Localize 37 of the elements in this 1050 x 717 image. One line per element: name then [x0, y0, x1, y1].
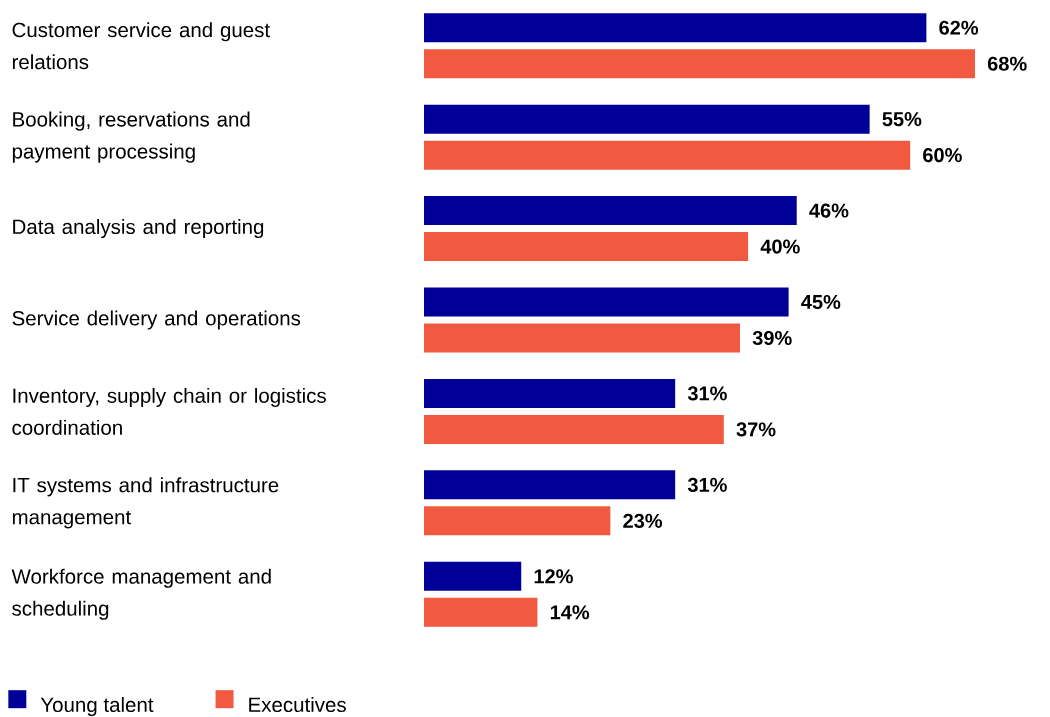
bar [424, 470, 676, 500]
bar [424, 140, 911, 170]
y-tick-label: Service delivery and operations [12, 310, 301, 330]
bar [424, 49, 975, 79]
y-tick-label: Data analysis and reporting [13, 218, 264, 238]
y-tick-label: Workforce management and scheduling [11, 568, 271, 620]
bar [424, 195, 797, 225]
y-tick-label: Booking, reservations and payment processing [12, 111, 250, 163]
bar [424, 561, 522, 591]
bar [424, 323, 741, 353]
data-label: 45% [801, 294, 841, 309]
bar [424, 506, 611, 536]
data-label: 60% [923, 147, 962, 163]
data-label: 14% [550, 605, 590, 620]
data-label: 23% [623, 513, 663, 528]
y-tick-label: Customer service and guest relations [12, 22, 270, 70]
data-label: 40% [760, 239, 800, 254]
y-tick-label: IT systems and infrastructure management [12, 477, 279, 529]
data-label: 12% [534, 569, 573, 584]
bar [424, 13, 927, 43]
data-label: 68% [987, 56, 1027, 71]
data-label: 62% [939, 20, 979, 35]
data-label: 31% [687, 386, 727, 401]
data-label: 39% [752, 330, 792, 345]
data-label: 46% [809, 203, 849, 218]
bar [424, 414, 724, 444]
bar [424, 378, 676, 408]
data-label: 31% [687, 477, 727, 492]
data-label: 55% [882, 111, 922, 127]
data-label: 37% [736, 422, 776, 437]
bar [424, 597, 538, 627]
bar [424, 231, 749, 261]
bar [424, 104, 870, 134]
y-tick-label: Inventory, supply chain or logistics coordination [12, 387, 326, 435]
legend-label: Young talent [40, 696, 154, 716]
bar [424, 287, 789, 317]
legend-label: Executives [249, 696, 346, 712]
